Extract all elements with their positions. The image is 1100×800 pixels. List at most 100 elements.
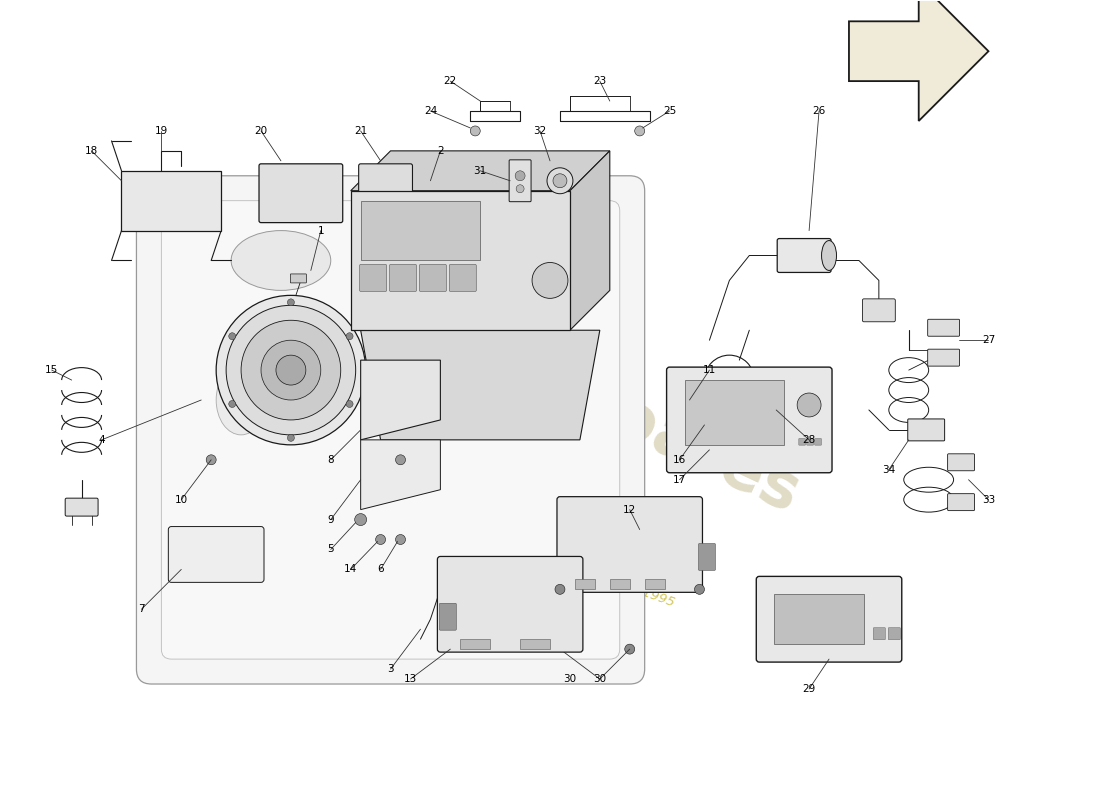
Text: 11: 11 <box>703 365 716 375</box>
FancyBboxPatch shape <box>389 265 417 291</box>
Circle shape <box>706 437 723 453</box>
FancyBboxPatch shape <box>557 497 703 592</box>
Circle shape <box>762 403 777 417</box>
FancyBboxPatch shape <box>359 164 412 222</box>
Text: 15: 15 <box>45 365 58 375</box>
Text: 9: 9 <box>328 514 334 525</box>
Circle shape <box>396 534 406 545</box>
FancyBboxPatch shape <box>698 389 725 431</box>
FancyBboxPatch shape <box>947 454 975 470</box>
Circle shape <box>396 455 406 465</box>
FancyBboxPatch shape <box>65 498 98 516</box>
Circle shape <box>287 434 295 442</box>
FancyBboxPatch shape <box>862 299 895 322</box>
Text: 25: 25 <box>663 106 676 116</box>
Text: 3: 3 <box>387 664 394 674</box>
FancyBboxPatch shape <box>698 543 715 570</box>
FancyBboxPatch shape <box>806 438 813 445</box>
Polygon shape <box>121 170 221 230</box>
Text: 4: 4 <box>98 435 104 445</box>
Text: 33: 33 <box>982 494 996 505</box>
Circle shape <box>287 299 295 306</box>
Circle shape <box>553 174 566 188</box>
Text: 34: 34 <box>882 465 895 474</box>
Circle shape <box>471 126 481 136</box>
Ellipse shape <box>231 230 331 290</box>
FancyBboxPatch shape <box>258 164 343 222</box>
FancyBboxPatch shape <box>162 201 619 659</box>
FancyBboxPatch shape <box>360 265 386 291</box>
Text: 16: 16 <box>673 454 686 465</box>
Text: 24: 24 <box>424 106 437 116</box>
Text: 31: 31 <box>474 166 487 176</box>
FancyBboxPatch shape <box>873 628 886 640</box>
FancyBboxPatch shape <box>439 603 456 630</box>
FancyBboxPatch shape <box>575 579 595 590</box>
Text: 26: 26 <box>813 106 826 116</box>
Circle shape <box>516 185 524 193</box>
Text: 8: 8 <box>328 454 334 465</box>
Text: 23: 23 <box>593 76 606 86</box>
Circle shape <box>241 320 341 420</box>
Circle shape <box>798 393 821 417</box>
FancyBboxPatch shape <box>778 238 830 273</box>
FancyBboxPatch shape <box>168 526 264 582</box>
FancyBboxPatch shape <box>889 628 900 640</box>
Circle shape <box>635 126 645 136</box>
Circle shape <box>276 355 306 385</box>
Text: 14: 14 <box>344 565 358 574</box>
Circle shape <box>625 644 635 654</box>
Text: 18: 18 <box>85 146 98 156</box>
FancyBboxPatch shape <box>290 274 306 283</box>
FancyBboxPatch shape <box>520 639 550 649</box>
Text: 30: 30 <box>563 674 576 684</box>
Text: 21: 21 <box>354 126 367 136</box>
Text: 2: 2 <box>437 146 443 156</box>
Text: 32: 32 <box>534 126 547 136</box>
Polygon shape <box>361 330 600 440</box>
Circle shape <box>375 534 386 545</box>
FancyBboxPatch shape <box>799 438 805 445</box>
Circle shape <box>556 584 565 594</box>
Ellipse shape <box>822 241 836 270</box>
Circle shape <box>229 333 235 340</box>
Circle shape <box>532 262 568 298</box>
Text: 30: 30 <box>593 674 606 684</box>
FancyBboxPatch shape <box>509 160 531 202</box>
FancyBboxPatch shape <box>136 176 645 684</box>
Circle shape <box>346 333 353 340</box>
FancyBboxPatch shape <box>927 349 959 366</box>
Text: 19: 19 <box>155 126 168 136</box>
Polygon shape <box>361 360 440 440</box>
FancyBboxPatch shape <box>438 557 583 652</box>
FancyBboxPatch shape <box>947 494 975 510</box>
Circle shape <box>217 295 365 445</box>
FancyBboxPatch shape <box>609 579 629 590</box>
Text: 10: 10 <box>175 494 188 505</box>
FancyBboxPatch shape <box>419 265 447 291</box>
Text: 7: 7 <box>139 604 145 614</box>
Circle shape <box>227 306 355 435</box>
FancyBboxPatch shape <box>757 576 902 662</box>
FancyBboxPatch shape <box>815 438 822 445</box>
FancyBboxPatch shape <box>667 367 832 473</box>
Circle shape <box>547 168 573 194</box>
Circle shape <box>515 170 525 181</box>
Text: 22: 22 <box>443 76 456 86</box>
Ellipse shape <box>217 365 266 435</box>
Text: 29: 29 <box>803 684 816 694</box>
Polygon shape <box>570 151 609 330</box>
Circle shape <box>694 584 704 594</box>
Text: 5: 5 <box>328 545 334 554</box>
Circle shape <box>354 514 366 526</box>
Polygon shape <box>361 440 440 510</box>
Text: 17: 17 <box>673 474 686 485</box>
Text: 12: 12 <box>623 505 636 514</box>
FancyBboxPatch shape <box>645 579 664 590</box>
FancyBboxPatch shape <box>927 319 959 336</box>
FancyBboxPatch shape <box>450 265 476 291</box>
Circle shape <box>346 401 353 407</box>
Circle shape <box>206 455 217 465</box>
Circle shape <box>229 401 235 407</box>
FancyBboxPatch shape <box>361 201 481 261</box>
